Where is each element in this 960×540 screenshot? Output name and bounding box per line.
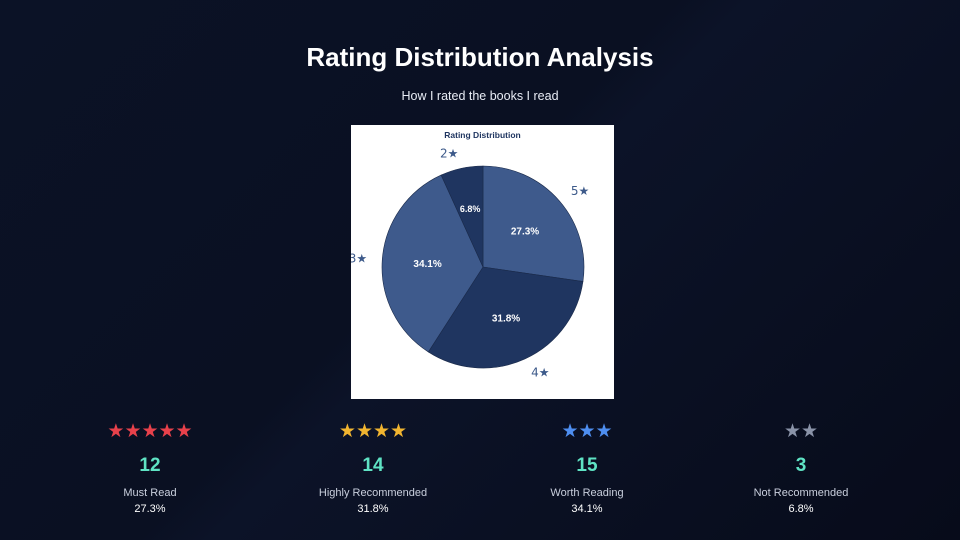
slice-category-label: 4★ [531, 366, 549, 380]
stats-row: ★★★★★ 12 Must Read 27.3% ★★★★ 14 Highly … [0, 420, 960, 530]
slice-percent-label: 34.1% [413, 259, 441, 270]
pie-chart-panel: Rating Distribution 27.3% 31.8% 34.1% 6.8% … [351, 125, 614, 399]
stat-label: Highly Recommended [318, 487, 428, 499]
pie-slice-3-star [381, 174, 484, 353]
stat-card-2-star: ★★ 3 Not Recommended 6.8% [711, 420, 891, 516]
slice-percent-label: 31.8% [492, 314, 520, 325]
five-stars-icon: ★★★★★ [107, 421, 193, 442]
four-stars-icon: ★★★★ [338, 421, 408, 442]
stat-count: 12 [139, 455, 161, 476]
chart-title: Rating Distribution [444, 130, 521, 140]
page-title: Rating Distribution Analysis [306, 42, 654, 72]
stat-percent: 34.1% [571, 503, 603, 515]
stat-count: 3 [795, 455, 807, 476]
three-stars-icon: ★★★ [561, 421, 613, 442]
two-stars-icon: ★★ [783, 421, 819, 442]
stat-count: 15 [576, 455, 598, 476]
slice-category-label: 3★ [351, 252, 367, 266]
stat-label: Must Read [123, 487, 177, 499]
slice-percent-label: 6.8% [460, 204, 481, 214]
stat-label: Worth Reading [550, 487, 624, 499]
pie-slice-2-star [440, 165, 484, 268]
stat-card-4-star: ★★★★ 14 Highly Recommended 31.8% [283, 420, 463, 516]
stat-percent: 31.8% [357, 503, 389, 515]
slice-category-label: 5★ [571, 184, 589, 198]
page-subtitle: How I rated the books I read [401, 89, 559, 103]
pie-chart: Rating Distribution 27.3%31.8%34.1%6.8% … [351, 130, 589, 380]
pie-slice-5-star [482, 165, 585, 282]
stat-card-3-star: ★★★ 15 Worth Reading 34.1% [497, 420, 677, 516]
stat-percent: 6.8% [788, 503, 814, 515]
slice-percent-label: 27.3% [511, 227, 539, 238]
stat-label: Not Recommended [753, 487, 849, 499]
slice-category-label: 2★ [440, 146, 458, 160]
stat-count: 14 [362, 455, 384, 476]
stat-percent: 27.3% [134, 503, 166, 515]
stat-card-5-star: ★★★★★ 12 Must Read 27.3% [60, 420, 240, 516]
